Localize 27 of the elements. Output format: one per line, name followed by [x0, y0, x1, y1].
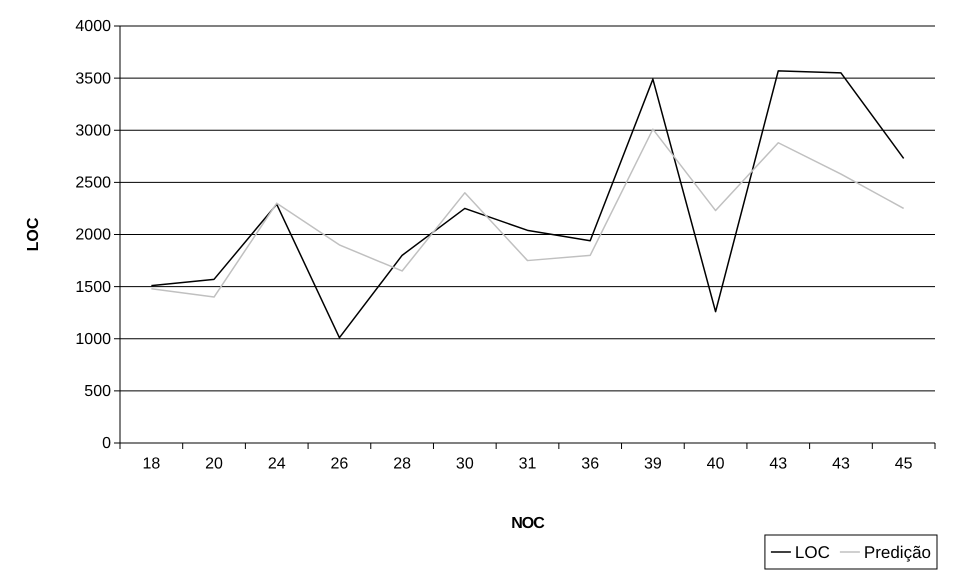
y-tick-label: 3000 — [75, 122, 112, 140]
x-tick-label: 18 — [142, 455, 160, 472]
y-tick-label: 2500 — [75, 174, 112, 192]
legend-label: Predição — [864, 543, 931, 562]
y-axis-title: LOC — [25, 217, 42, 252]
x-tick-label: 40 — [706, 455, 725, 472]
x-tick-label: 31 — [518, 455, 536, 472]
x-tick-label: 28 — [393, 455, 412, 472]
line-series — [150, 128, 904, 298]
y-tick-label: 2000 — [75, 226, 112, 244]
x-tick-label: 20 — [205, 455, 224, 472]
x-tick-label: 24 — [268, 455, 286, 472]
y-tick-label: 3500 — [75, 70, 112, 88]
x-tick-label: 36 — [581, 455, 600, 472]
x-axis-title: NOC — [511, 515, 546, 532]
y-tick-label: 0 — [102, 435, 112, 452]
x-tick-label: 39 — [644, 455, 662, 472]
y-tick-label: 1500 — [75, 278, 112, 296]
x-tick-label: 43 — [769, 455, 788, 472]
legend-label: LOC — [794, 543, 830, 562]
y-tick-label: 4000 — [75, 18, 112, 36]
y-tick-label: 500 — [84, 382, 112, 400]
x-tick-label: 43 — [832, 455, 850, 472]
x-tick-label: 26 — [330, 455, 348, 472]
y-tick-label: 1000 — [75, 330, 112, 348]
x-tick-label: 30 — [456, 455, 474, 472]
x-tick-label: 45 — [894, 455, 913, 472]
